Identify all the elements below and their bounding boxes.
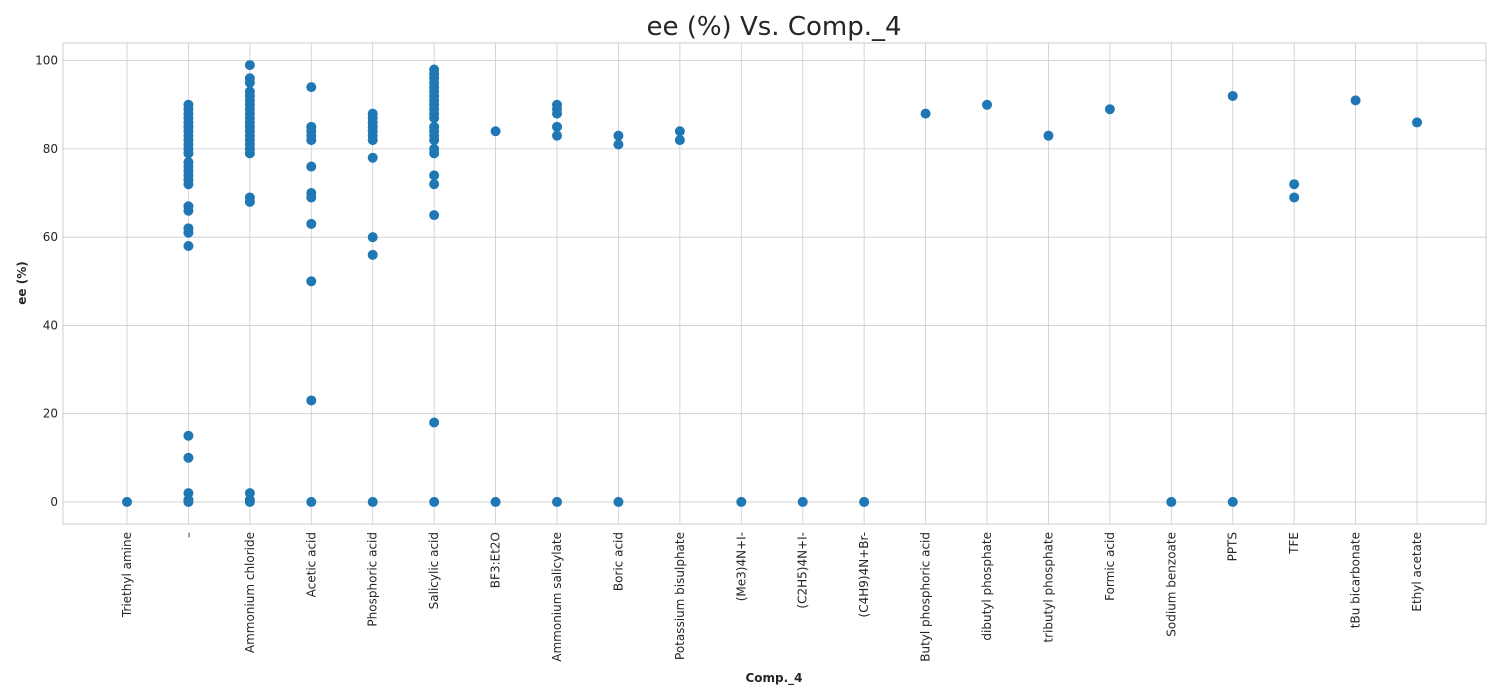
data-point (1289, 192, 1300, 203)
data-point (183, 496, 194, 507)
y-tick-label: 60 (43, 230, 58, 244)
data-point (1166, 496, 1177, 507)
data-point (674, 126, 685, 137)
data-point (920, 108, 931, 119)
x-tick-label: Acetic acid (304, 532, 318, 597)
data-points (122, 60, 1423, 507)
data-point (306, 135, 317, 146)
data-point (306, 496, 317, 507)
y-tick-label: 20 (43, 407, 58, 421)
x-tick-label: Triethyl amine (120, 532, 134, 618)
data-point (797, 496, 808, 507)
x-gridlines (126, 43, 1418, 524)
x-tick-label: – (181, 532, 195, 538)
data-point (429, 496, 440, 507)
data-point (367, 152, 378, 163)
data-point (306, 218, 317, 229)
data-point (367, 135, 378, 146)
data-point (429, 179, 440, 190)
data-point (367, 232, 378, 243)
x-tick-label: Butyl phosphoric acid (919, 532, 933, 662)
x-tick-label: BF3:Et2O (489, 532, 503, 588)
data-point (122, 496, 132, 507)
data-point (429, 148, 440, 159)
data-point (552, 130, 563, 141)
data-point (552, 108, 563, 119)
data-point (429, 210, 440, 221)
y-tick-label: 100 (35, 54, 58, 68)
data-point (1350, 95, 1361, 106)
data-point (244, 60, 255, 71)
y-tick-label: 80 (43, 142, 58, 156)
x-tick-label: dibutyl phosphate (980, 532, 994, 641)
data-point (429, 417, 440, 428)
data-point (736, 496, 747, 507)
data-point (859, 496, 870, 507)
x-tick-label: Phosphoric acid (366, 532, 380, 627)
data-point (613, 139, 624, 150)
data-point (1412, 117, 1423, 128)
data-point (367, 496, 378, 507)
data-point (183, 179, 194, 190)
y-tick-label: 40 (43, 318, 58, 332)
chart-title: ee (%) Vs. Comp._4 (646, 12, 901, 42)
x-tick-label: Ammonium chloride (243, 532, 257, 653)
data-point (1043, 130, 1054, 141)
data-point (183, 240, 194, 251)
data-point (306, 82, 317, 93)
y-tick-label: 0 (50, 495, 58, 509)
data-point (982, 99, 993, 110)
data-point (183, 205, 194, 216)
data-point (613, 130, 624, 141)
data-point (183, 452, 194, 463)
x-tick-label: Salicylic acid (427, 532, 441, 609)
x-tick-labels: Triethyl amine – Ammonium chloride Acetic a… (120, 532, 1424, 662)
data-point (306, 192, 317, 203)
data-point (183, 430, 194, 441)
plot-frame (62, 42, 1487, 525)
x-tick-label: tributyl phosphate (1041, 532, 1055, 643)
x-tick-label: Ammonium salicylate (550, 532, 564, 662)
data-point (183, 148, 194, 159)
x-tick-label: (C2H5)4N+I- (796, 532, 810, 609)
x-tick-label: Boric acid (611, 532, 625, 591)
data-point (244, 148, 255, 159)
data-point (244, 196, 255, 207)
y-tick-labels: 0 20 40 60 80 100 (35, 54, 58, 509)
data-point (429, 135, 440, 146)
data-point (1227, 90, 1238, 101)
data-point (306, 276, 317, 287)
y-gridlines (63, 60, 1486, 503)
data-point (490, 496, 501, 507)
data-point (429, 170, 440, 181)
x-tick-label: TFE (1287, 532, 1301, 555)
data-point (367, 249, 378, 260)
data-point (490, 126, 501, 137)
data-point (1289, 179, 1300, 190)
data-point (306, 161, 317, 172)
data-point (429, 113, 440, 124)
x-tick-label: PPTS (1226, 532, 1240, 561)
data-point (306, 395, 317, 406)
x-tick-label: Formic acid (1103, 532, 1117, 601)
x-tick-label: Sodium benzoate (1164, 532, 1178, 637)
data-point (244, 77, 255, 88)
x-tick-label: Ethyl acetate (1410, 532, 1424, 612)
data-point (1227, 496, 1238, 507)
x-axis-label: Comp._4 (745, 671, 802, 686)
x-tick-label: Potassium bisulphate (673, 532, 687, 660)
x-tick-label: (C4H9)4N+Br- (857, 532, 871, 617)
data-point (244, 496, 255, 507)
y-axis-label: ee (%) (15, 261, 29, 304)
data-point (613, 496, 624, 507)
data-point (674, 135, 685, 146)
data-point (183, 227, 194, 238)
x-tick-label: (Me3)4N+I- (734, 532, 748, 601)
data-point (552, 121, 563, 132)
data-point (552, 496, 563, 507)
x-tick-label: tBu bicarbonate (1349, 532, 1363, 628)
data-point (1104, 104, 1115, 115)
